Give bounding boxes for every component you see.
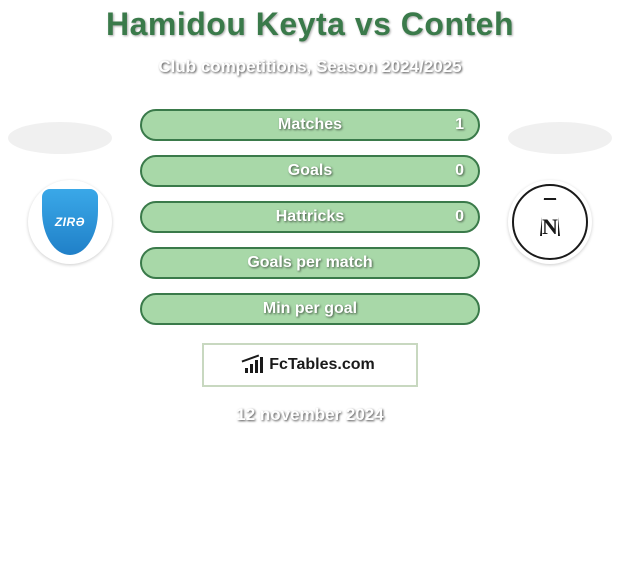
club-badge-left: ZIRƏ [20,180,120,264]
stat-label: Min per goal [263,300,357,318]
brand-text: FcTables.com [269,356,375,374]
club-badge-right: N [500,180,600,264]
stat-label: Goals per match [247,254,372,272]
stat-row: Matches 1 [140,109,480,141]
zira-club-name: ZIRƏ [55,215,85,229]
brand-box[interactable]: FcTables.com [202,343,418,387]
stat-value: 0 [455,162,464,180]
stat-label: Hattricks [276,208,344,226]
player-photo-right [508,122,612,154]
player-photo-left [8,122,112,154]
neftchi-badge-icon: N [512,184,588,260]
stat-value: 1 [455,116,464,134]
stat-row: Goals 0 [140,155,480,187]
stat-label: Goals [288,162,332,180]
stat-row: Min per goal [140,293,480,325]
date-label: 12 november 2024 [0,405,620,425]
page-title: Hamidou Keyta vs Conteh [0,6,620,43]
subtitle: Club competitions, Season 2024/2025 [0,57,620,77]
stat-row: Hattricks 0 [140,201,480,233]
zira-shield-icon: ZIRƏ [42,189,98,255]
neftchi-letter: N [542,214,558,240]
bar-chart-icon [245,357,265,373]
stat-value: 0 [455,208,464,226]
stat-label: Matches [278,116,342,134]
stat-row: Goals per match [140,247,480,279]
